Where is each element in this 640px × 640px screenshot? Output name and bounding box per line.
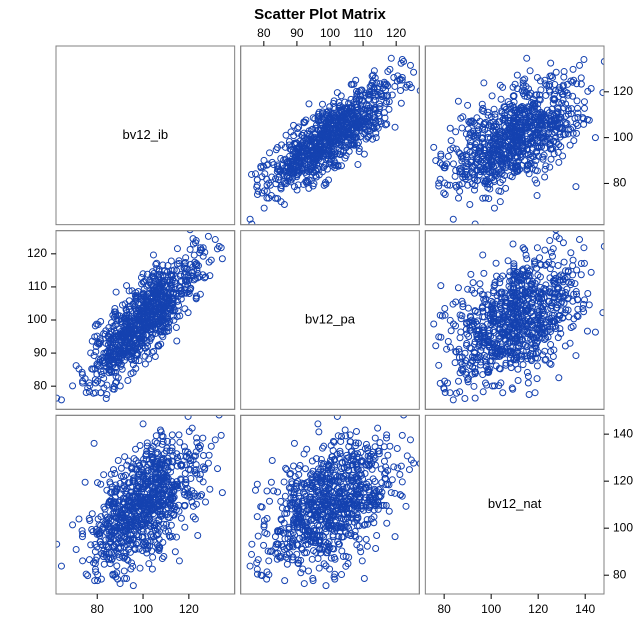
y-tick-label: 120 [613,84,633,98]
x-tick-label: 90 [290,26,304,40]
x-tick-label: 80 [257,26,271,40]
x-tick-label: 140 [575,602,595,616]
chart-title: Scatter Plot Matrix [0,6,640,23]
x-tick-label: 80 [437,602,451,616]
y-tick-label: 100 [27,312,47,326]
x-tick-label: 100 [481,602,501,616]
y-tick-label: 80 [613,567,627,581]
variable-label: bv12_pa [305,311,356,326]
x-tick-label: 100 [320,26,340,40]
x-tick-label: 120 [179,602,199,616]
y-tick-label: 140 [613,426,633,440]
variable-label: bv12_nat [488,496,542,511]
variable-label: bv12_ib [123,127,169,142]
y-tick-label: 120 [27,246,47,260]
y-tick-label: 100 [613,520,633,534]
y-tick-label: 100 [613,130,633,144]
x-tick-label: 110 [354,26,373,40]
x-tick-label: 100 [133,602,153,616]
x-tick-label: 120 [386,26,406,40]
x-tick-label: 80 [91,602,105,616]
y-tick-label: 80 [613,176,627,190]
y-tick-label: 120 [613,473,633,487]
y-tick-label: 90 [34,345,48,359]
scatter-plot-matrix: bv12_ib bv12_pa bv12_nat 80 100 120 80 90 100 110… [0,0,640,640]
y-tick-label: 110 [28,279,47,293]
x-tick-label: 120 [528,602,548,616]
y-tick-label: 80 [34,378,48,392]
